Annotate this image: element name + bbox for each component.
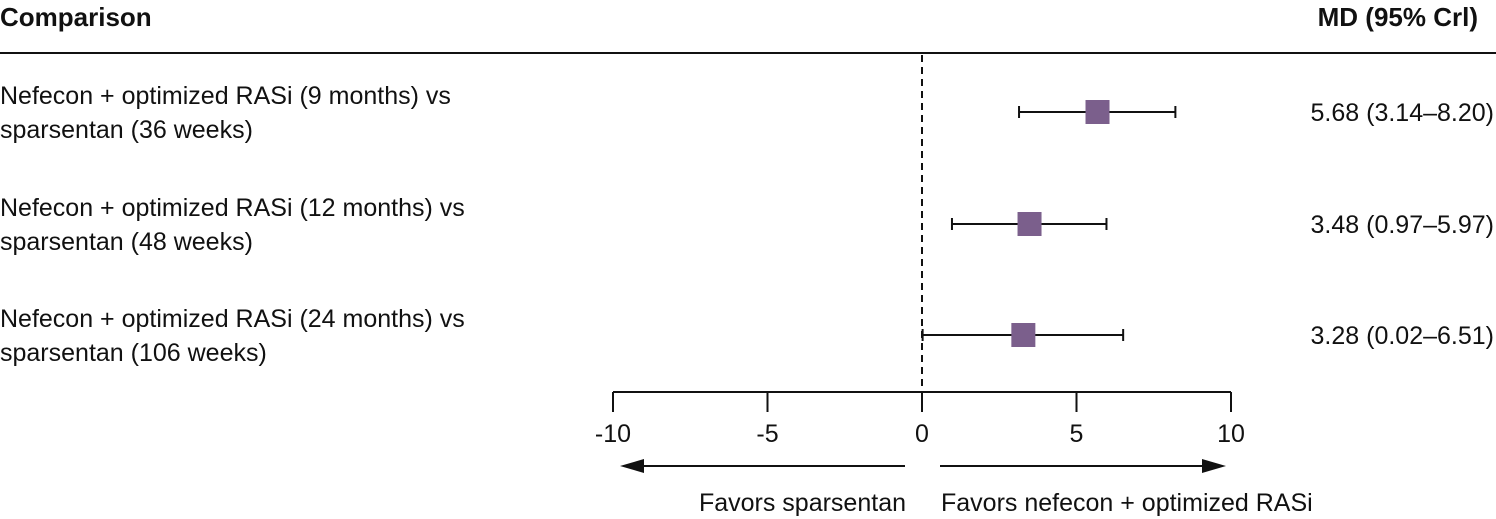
axis-tick-label: -5 bbox=[756, 420, 778, 448]
comparison-label: sparsentan (48 weeks) bbox=[0, 228, 253, 256]
favors-right-arrowhead bbox=[1202, 459, 1226, 473]
comparison-label: sparsentan (36 weeks) bbox=[0, 116, 253, 144]
favors-left-arrowhead bbox=[620, 459, 644, 473]
comparison-row: Nefecon + optimized RASi (9 months) vs sp… bbox=[0, 82, 1494, 144]
favors-left-label: Favors sparsentan bbox=[699, 489, 906, 517]
comparison-label: Nefecon + optimized RASi (9 months) vs bbox=[0, 82, 451, 110]
comparison-label: Nefecon + optimized RASi (12 months) vs bbox=[0, 194, 465, 222]
axis-tick-label: 5 bbox=[1070, 420, 1084, 448]
comparison-label: sparsentan (106 weeks) bbox=[0, 339, 267, 367]
estimate-marker bbox=[1017, 212, 1042, 236]
estimate-marker bbox=[1085, 100, 1110, 124]
axis-tick-label: 10 bbox=[1217, 420, 1245, 448]
comparison-rows: Nefecon + optimized RASi (9 months) vs sp… bbox=[0, 55, 1494, 392]
estimate-text: 3.48 (0.97–5.97) bbox=[1311, 211, 1494, 239]
favors-right-label: Favors nefecon + optimized RASi bbox=[941, 489, 1313, 517]
estimate-marker bbox=[1011, 323, 1036, 347]
axis-tick-label: 0 bbox=[915, 420, 929, 448]
x-axis: -10 -5 0 5 10 bbox=[595, 391, 1245, 473]
estimate-header: MD (95% Crl) bbox=[1318, 2, 1478, 32]
comparison-row: Nefecon + optimized RASi (12 months) vs s… bbox=[0, 194, 1494, 256]
comparison-label: Nefecon + optimized RASi (24 months) vs bbox=[0, 305, 465, 333]
estimate-text: 5.68 (3.14–8.20) bbox=[1311, 99, 1494, 127]
comparison-row: Nefecon + optimized RASi (24 months) vs s… bbox=[0, 305, 1494, 367]
estimate-text: 3.28 (0.02–6.51) bbox=[1311, 322, 1494, 350]
axis-tick-label: -10 bbox=[595, 420, 631, 448]
comparison-header: Comparison bbox=[0, 2, 152, 32]
